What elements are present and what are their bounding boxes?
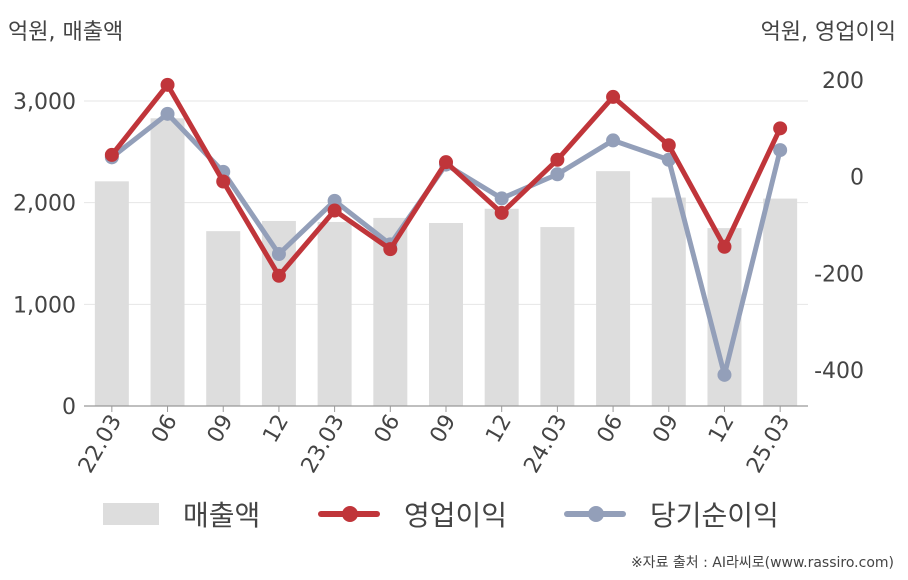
x-tick-label: 09: [203, 411, 239, 448]
x-tick-label: 12: [704, 411, 740, 448]
x-tick-label: 06: [593, 411, 629, 448]
right-tick-label: -400: [814, 359, 864, 384]
bar-revenue: [317, 221, 352, 406]
point-net: [606, 133, 621, 148]
x-tick-label: 09: [426, 411, 462, 448]
legend-item-revenue: 매출액: [103, 492, 260, 536]
x-tick-label: 12: [258, 411, 294, 448]
left-tick-label: 1,000: [13, 293, 76, 318]
bar-revenue: [206, 231, 241, 406]
bar-revenue: [763, 198, 798, 406]
x-tick-label: 22.03: [74, 411, 127, 478]
left-tick-label: 3,000: [13, 90, 76, 115]
left-tick-label: 2,000: [13, 192, 76, 217]
bar-revenue: [651, 197, 686, 406]
legend-swatch-net: [564, 503, 626, 525]
legend-label-operating: 영업이익: [404, 499, 508, 532]
legend-label-revenue: 매출액: [183, 499, 261, 532]
x-tick-label: 06: [147, 411, 183, 448]
chart-legend: 매출액 영업이익 당기순이익: [0, 492, 908, 536]
point-operating: [327, 203, 342, 218]
point-net: [717, 367, 732, 382]
x-tick-label: 12: [481, 411, 517, 448]
x-tick-label: 06: [370, 411, 406, 448]
bar-revenue: [596, 171, 631, 406]
x-tick-label: 09: [648, 411, 684, 448]
bar-revenue: [484, 208, 519, 406]
point-operating: [494, 205, 509, 220]
point-operating: [717, 239, 732, 254]
point-net: [550, 167, 565, 182]
left-tick-label: 0: [62, 395, 76, 420]
legend-swatch-revenue: [103, 503, 159, 525]
x-tick-label: 24.03: [519, 411, 572, 478]
legend-label-net: 당기순이익: [650, 499, 779, 532]
right-axis-unit: 억원, 영업이익: [760, 20, 896, 45]
point-operating: [661, 138, 676, 153]
legend-item-operating: 영업이익: [318, 492, 507, 536]
point-net: [494, 191, 509, 206]
point-operating: [606, 89, 621, 104]
point-net: [773, 143, 788, 158]
right-tick-label: 0: [850, 166, 864, 191]
point-operating: [104, 147, 119, 162]
point-operating: [550, 152, 565, 167]
legend-swatch-operating: [318, 503, 380, 525]
point-operating: [773, 121, 788, 136]
point-net: [271, 247, 286, 261]
bar-revenue: [150, 118, 185, 407]
point-net: [160, 106, 175, 121]
bar-revenue: [429, 223, 463, 406]
x-tick-label: 23.03: [297, 411, 350, 478]
right-tick-label: 200: [822, 69, 864, 94]
point-operating: [160, 77, 175, 92]
bar-revenue: [540, 227, 575, 406]
legend-item-net: 당기순이익: [564, 492, 779, 536]
left-axis-unit: 억원, 매출액: [8, 20, 124, 45]
point-operating: [439, 155, 453, 170]
bar-revenue: [94, 181, 129, 406]
point-net: [327, 193, 342, 208]
right-tick-label: -200: [814, 262, 864, 287]
x-tick-label: 25.03: [742, 411, 795, 478]
point-operating: [271, 268, 286, 283]
source-note: ※자료 출처 : AI라씨로(www.rassiro.com): [630, 555, 894, 571]
point-operating: [216, 174, 231, 189]
point-operating: [383, 242, 398, 257]
